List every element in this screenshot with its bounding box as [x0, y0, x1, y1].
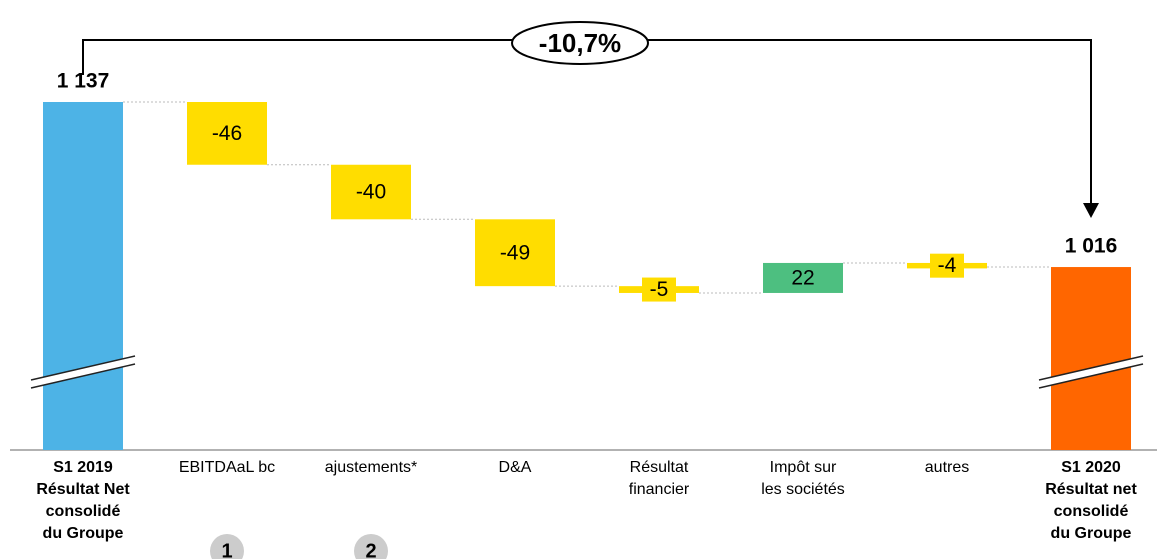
axis-break-line — [1038, 355, 1144, 381]
value-label: 22 — [791, 267, 814, 290]
value-label: -5 — [650, 278, 669, 301]
category-label: S1 2019 — [53, 459, 113, 476]
axis-break-line — [30, 363, 136, 389]
bar — [1051, 267, 1131, 450]
category-label: Résultat — [630, 459, 689, 476]
axis-break — [1039, 356, 1143, 388]
bar — [475, 219, 555, 287]
category-label: du Groupe — [1051, 525, 1132, 542]
badge-label: 1 — [221, 540, 232, 559]
category-label: du Groupe — [43, 525, 124, 542]
category-label: Résultat net — [1045, 481, 1137, 498]
axis-break-line — [30, 355, 136, 381]
arrow-head — [1083, 203, 1099, 218]
axis-break — [31, 356, 135, 388]
value-label: -49 — [500, 241, 530, 264]
value-label: -40 — [356, 181, 386, 204]
label-box — [642, 277, 676, 302]
bar — [43, 102, 123, 450]
annotation: -10,7% — [539, 28, 621, 58]
annotation-ellipse — [511, 21, 649, 65]
value-label: -46 — [212, 122, 242, 145]
category-label: ajustements* — [325, 459, 418, 476]
category-label: D&A — [499, 459, 532, 476]
category-label: consolidé — [1054, 503, 1129, 520]
value-label: 1 137 — [57, 70, 110, 93]
badge-label: 2 — [365, 540, 376, 559]
bar — [187, 102, 267, 165]
category-label: S1 2020 — [1061, 459, 1121, 476]
category-label: EBITDAaL bc — [179, 459, 275, 476]
value-label: -4 — [938, 254, 957, 277]
category-label: consolidé — [46, 503, 121, 520]
category-label: financier — [629, 481, 690, 498]
badge — [210, 534, 244, 559]
axis-break-line — [1038, 363, 1144, 389]
badge — [354, 534, 388, 559]
category-label: autres — [925, 459, 969, 476]
value-label: 1 016 — [1065, 235, 1118, 258]
category-label: les sociétés — [761, 481, 845, 498]
bar — [763, 262, 843, 293]
label-box — [930, 253, 964, 278]
category-label: Résultat Net — [36, 481, 130, 498]
bar — [331, 164, 411, 220]
category-label: Impôt sur — [770, 459, 837, 476]
